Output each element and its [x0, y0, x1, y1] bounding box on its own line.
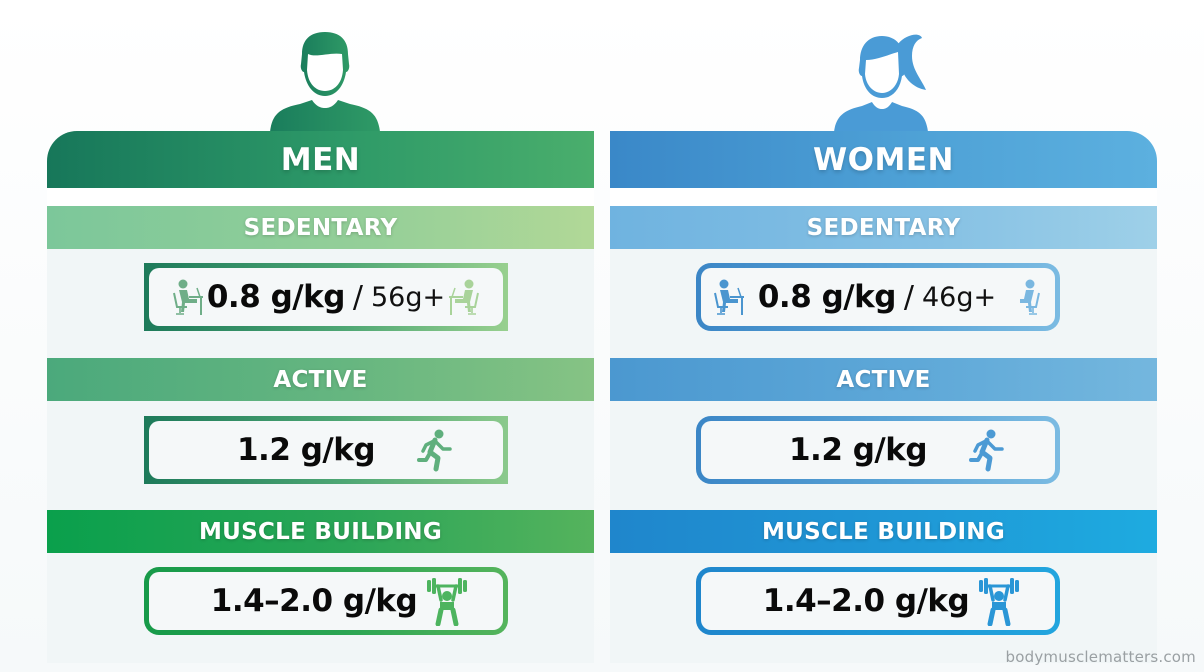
women-muscle-building-value-box: 1.4–2.0 g/kg [696, 567, 1060, 635]
header-gap [610, 188, 1157, 206]
women-muscle-building-value: 1.4–2.0 g/kg [762, 583, 970, 619]
men-sedentary-label: SEDENTARY [47, 206, 594, 249]
men-header: MEN [47, 131, 594, 188]
men-muscle-building-label: MUSCLE BUILDING [47, 510, 594, 553]
women-active-label: ACTIVE [610, 358, 1157, 401]
separator: / [352, 279, 363, 315]
female-avatar-icon [834, 34, 928, 132]
watermark: bodymusclematters.com [1005, 648, 1196, 666]
men-active-value-box: 1.2 g/kg [144, 416, 508, 484]
person-at-desk-icon [713, 279, 744, 315]
men-sedentary-value: 0.8 g/kg [206, 279, 346, 315]
women-active-value-box: 1.2 g/kg [696, 416, 1060, 484]
men-active-value: 1.2 g/kg [236, 432, 376, 468]
weightlifter-icon [979, 578, 1020, 626]
male-avatar-icon [270, 32, 380, 132]
women-muscle-building-label: MUSCLE BUILDING [610, 510, 1157, 553]
men-column: MEN SEDENTARY 0.8 g/kg / 56g+ [47, 0, 594, 672]
women-sedentary-value: 0.8 g/kg [757, 279, 897, 315]
person-at-desk-icon [449, 279, 480, 315]
women-sedentary-value-box: 0.8 g/kg / 46g+ [696, 263, 1060, 331]
men-active-label: ACTIVE [47, 358, 594, 401]
header-gap [47, 188, 594, 206]
person-at-desk-icon [172, 279, 203, 315]
separator: / [903, 279, 914, 315]
women-sedentary-label: SEDENTARY [610, 206, 1157, 249]
men-muscle-building-value-box: 1.4–2.0 g/kg [144, 567, 508, 635]
person-seated-icon [1020, 279, 1041, 315]
women-sedentary-min-grams: 46g+ [922, 281, 997, 313]
women-active-value: 1.2 g/kg [788, 432, 928, 468]
running-person-icon [969, 429, 1004, 472]
men-sedentary-min-grams: 56g+ [371, 281, 446, 313]
men-muscle-building-value: 1.4–2.0 g/kg [210, 583, 418, 619]
men-sedentary-value-box: 0.8 g/kg / 56g+ [144, 263, 508, 331]
women-column: WOMEN SEDENTARY 0.8 g/kg / 46g+ [610, 0, 1157, 672]
women-header: WOMEN [610, 131, 1157, 188]
weightlifter-icon [427, 578, 468, 626]
running-person-icon [417, 429, 452, 472]
